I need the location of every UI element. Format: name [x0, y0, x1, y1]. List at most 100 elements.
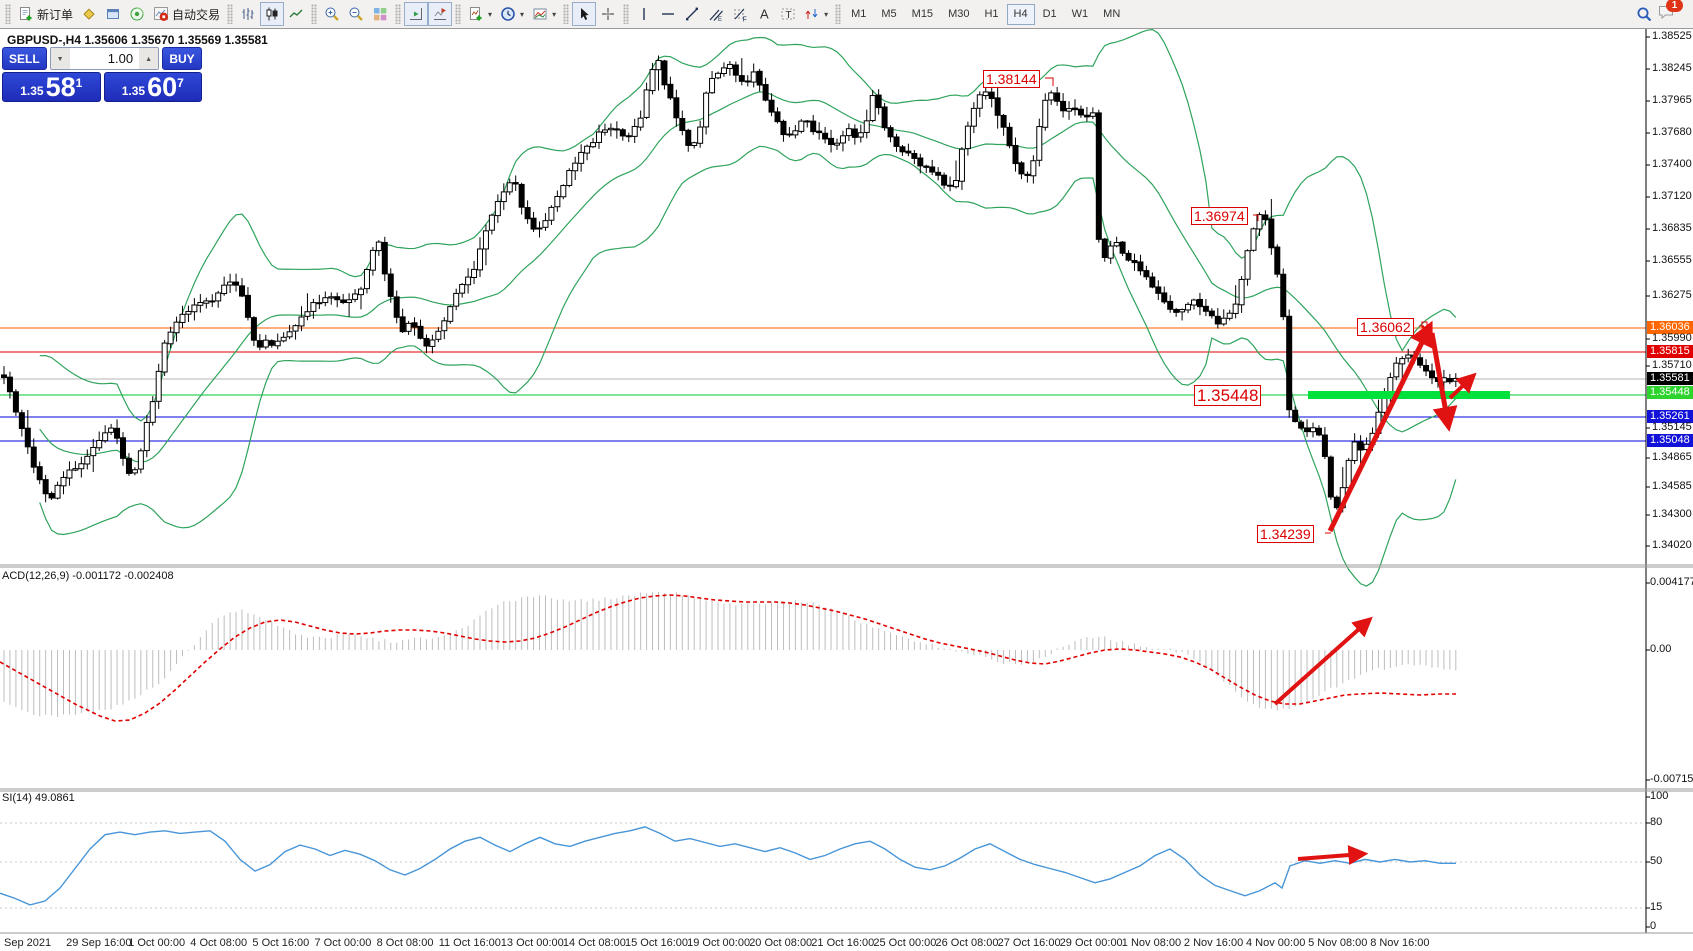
- price-tick-1.36555: 1.36555: [1652, 254, 1692, 266]
- buy-price-major: 1.35: [121, 84, 146, 98]
- label-icon: T: [780, 6, 796, 22]
- price-annotation-1.34239[interactable]: 1.34239: [1257, 525, 1314, 543]
- zoom-in-button[interactable]: [320, 2, 344, 26]
- tile-windows-icon: [372, 6, 388, 22]
- time-label: 4 Oct 08:00: [190, 937, 248, 949]
- timeframe-button-M1[interactable]: M1: [844, 4, 873, 25]
- text-icon: A: [756, 6, 772, 22]
- chart-diamond-icon: [81, 6, 97, 22]
- cursor-tool-button[interactable]: [572, 2, 597, 26]
- price-annotation-1.35448[interactable]: 1.35448: [1194, 385, 1262, 406]
- time-label: 26 Oct 08:00: [935, 937, 999, 949]
- channel-tool-button[interactable]: E: [704, 2, 728, 26]
- vertical-line-tool-button[interactable]: [632, 2, 656, 26]
- add-indicator-button[interactable]: ▾: [464, 2, 496, 26]
- toolbar-grip[interactable]: [5, 4, 11, 24]
- candlestick-chart-button[interactable]: [260, 2, 285, 26]
- sell-price-pips: 58: [45, 72, 76, 102]
- notification-badge: 1: [1666, 0, 1683, 12]
- price-badge-1.35815: 1.35815: [1647, 345, 1693, 358]
- toolbar-grip[interactable]: [227, 4, 234, 24]
- crosshair-tool-button[interactable]: [596, 2, 620, 26]
- new-order-icon: [18, 6, 34, 22]
- toolbar-grip[interactable]: [455, 4, 462, 24]
- line-icon: [288, 6, 304, 22]
- timeframe-button-D1[interactable]: D1: [1036, 4, 1064, 25]
- new-order-button[interactable]: 新订单: [14, 2, 77, 26]
- label-tool-button[interactable]: T: [776, 2, 800, 26]
- time-label: 14 Oct 08:00: [562, 937, 626, 949]
- timeframe-button-W1[interactable]: W1: [1065, 4, 1096, 25]
- svg-text:F: F: [743, 17, 747, 23]
- sell-button[interactable]: SELL: [2, 47, 47, 70]
- bollinger-bands: [39, 28, 1457, 587]
- channel-icon: E: [708, 6, 724, 22]
- zoom-out-button[interactable]: [344, 2, 368, 26]
- search-button[interactable]: [1632, 2, 1657, 26]
- toolbar-grip[interactable]: [563, 4, 570, 24]
- toolbar-grip[interactable]: [311, 4, 318, 24]
- buy-price-display[interactable]: 1.35 60 7: [103, 72, 202, 102]
- price-annotation-1.38144[interactable]: 1.38144: [983, 70, 1040, 88]
- price-tick-1.35145: 1.35145: [1652, 421, 1692, 433]
- auto-scroll-button[interactable]: [428, 2, 453, 26]
- market-watch-button[interactable]: [125, 2, 149, 26]
- time-label: 5 Oct 16:00: [252, 937, 310, 949]
- sell-price-display[interactable]: 1.35 58 1: [2, 72, 101, 102]
- trendline-tool-button[interactable]: [680, 2, 704, 26]
- time-label: 21 Oct 16:00: [811, 937, 875, 949]
- drawn-arrows[interactable]: [1045, 77, 1477, 866]
- auto-trading-label: 自动交易: [172, 7, 221, 22]
- auto-trading-button[interactable]: 自动交易: [149, 2, 224, 26]
- period-button[interactable]: ▾: [496, 2, 528, 26]
- template-icon: [532, 6, 548, 22]
- arrows-tool-button[interactable]: ▾: [800, 2, 832, 26]
- price-badge-1.36036: 1.36036: [1647, 321, 1693, 334]
- trend-arrow[interactable]: [1273, 616, 1373, 706]
- profiles-button[interactable]: [101, 2, 125, 26]
- buy-button[interactable]: BUY: [162, 47, 202, 70]
- price-annotation-1.36062[interactable]: 1.36062: [1357, 318, 1414, 336]
- volume-value[interactable]: 1.00: [107, 51, 134, 66]
- price-tick-1.37120: 1.37120: [1652, 190, 1692, 202]
- trend-arrow[interactable]: [1327, 320, 1433, 533]
- template-button[interactable]: ▾: [528, 2, 560, 26]
- search-icon: [1636, 6, 1653, 23]
- toolbar-grip[interactable]: [623, 4, 630, 24]
- toolbar-grip[interactable]: [835, 4, 842, 24]
- trend-arrow[interactable]: [1448, 372, 1477, 400]
- trend-arrow[interactable]: [1297, 845, 1369, 866]
- price-tick-1.38245: 1.38245: [1652, 62, 1692, 74]
- fibonacci-tool-button[interactable]: F: [728, 2, 752, 26]
- volume-increase-button[interactable]: ▲: [139, 48, 158, 69]
- text-tool-button[interactable]: A: [752, 2, 776, 26]
- time-label: 2 Nov 16:00: [1183, 937, 1244, 949]
- support-zone-bar[interactable]: [1308, 391, 1510, 399]
- svg-text:E: E: [718, 17, 722, 22]
- new-chart-button[interactable]: [77, 2, 101, 26]
- chart-shift-button[interactable]: [404, 2, 429, 26]
- bar-chart-button[interactable]: [236, 2, 260, 26]
- timeframe-button-M5[interactable]: M5: [874, 4, 903, 25]
- price-annotation-1.36974[interactable]: 1.36974: [1191, 207, 1248, 225]
- green-support-zone[interactable]: [1308, 391, 1510, 399]
- volume-stepper: ▼ 1.00 ▲: [49, 47, 159, 70]
- horizontal-line-tool-button[interactable]: [656, 2, 680, 26]
- timeframe-button-MN[interactable]: MN: [1096, 4, 1127, 25]
- toolbar-grip[interactable]: [395, 4, 402, 24]
- price-badge-1.35048: 1.35048: [1647, 434, 1693, 447]
- timeframe-button-M15[interactable]: M15: [905, 4, 940, 25]
- tile-windows-button[interactable]: [368, 2, 392, 26]
- notifications-button[interactable]: 1: [1657, 0, 1683, 26]
- time-label: 7 Oct 00:00: [314, 937, 372, 949]
- buy-price-point: 7: [177, 76, 184, 90]
- time-label: Sep 2021: [4, 937, 52, 949]
- timeframe-button-M30[interactable]: M30: [941, 4, 976, 25]
- line-chart-button[interactable]: [284, 2, 308, 26]
- label-anchor[interactable]: [1421, 321, 1428, 328]
- trend-arrow[interactable]: [1429, 332, 1458, 432]
- volume-decrease-button[interactable]: ▼: [50, 48, 70, 69]
- timeframe-button-H4[interactable]: H4: [1006, 3, 1035, 25]
- timeframe-button-H1[interactable]: H1: [977, 4, 1005, 25]
